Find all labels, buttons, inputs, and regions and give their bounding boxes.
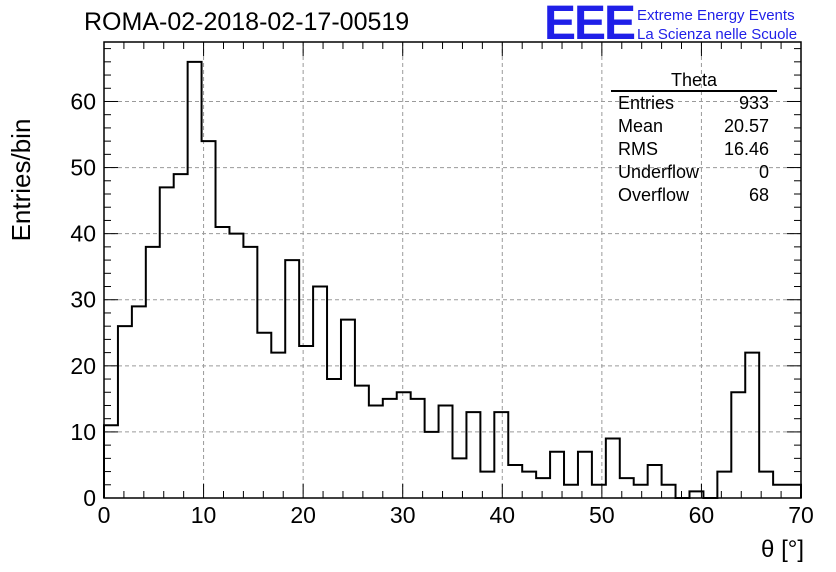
logo-line-1: Extreme Energy Events (637, 7, 795, 24)
stats-row-underflow: Underflow 0 (611, 161, 777, 184)
histogram-bin (773, 485, 787, 498)
run-title: ROMA-02-2018-02-17-00519 (84, 8, 410, 36)
stats-box: Theta Entries 933 Mean 20.57 RMS 16.46 U… (611, 70, 777, 207)
stats-value: 933 (738, 93, 769, 113)
y-tick-label: 0 (83, 485, 96, 511)
histogram-bin (397, 392, 411, 498)
stats-label: Overflow (618, 185, 690, 205)
stats-label: Underflow (618, 162, 700, 182)
histogram-bin (216, 227, 230, 498)
histogram-bin (188, 62, 202, 498)
histogram-bin (369, 405, 383, 498)
x-tick-label: 50 (589, 502, 615, 528)
histogram-bin (439, 405, 453, 498)
x-tick-label: 20 (290, 502, 316, 528)
stats-value: 16.46 (723, 139, 769, 159)
histogram-bin (564, 485, 578, 498)
plot-frame (103, 41, 802, 499)
histogram-bin (299, 346, 313, 498)
y-tick-label: 40 (70, 221, 96, 247)
histogram-bin (592, 485, 606, 498)
stats-value: 0 (758, 162, 769, 182)
x-tick-label: 10 (191, 502, 217, 528)
x-tick-label: 30 (390, 502, 416, 528)
logo-line-2: La Scienza nelle Scuole (637, 26, 798, 43)
stats-value: 68 (748, 185, 769, 205)
histogram-bin (104, 425, 118, 498)
tick-labels: 0 10 20 30 40 50 60 70 0 10 20 30 40 50 60 (70, 88, 813, 528)
stats-title: Theta (611, 70, 777, 92)
histogram-bin (132, 306, 146, 498)
histogram-bin (453, 458, 467, 498)
y-tick-label: 10 (70, 419, 96, 445)
histogram-bin (634, 485, 648, 498)
histogram-bin (425, 432, 439, 498)
y-tick-label: 30 (70, 287, 96, 313)
x-tick-label: 40 (489, 502, 515, 528)
y-axis-label: Entries/bin (6, 119, 36, 242)
stats-row-overflow: Overflow 68 (611, 184, 777, 207)
histogram-bin (411, 399, 425, 498)
histogram-bin (174, 174, 188, 498)
histogram-bin (146, 247, 160, 498)
histogram-bin (271, 353, 285, 498)
histogram-bin (466, 412, 480, 498)
stats-row-entries: Entries 933 (611, 92, 777, 115)
stats-label: RMS (618, 139, 658, 159)
logo-mark: EEE (544, 0, 636, 50)
histogram-bin (313, 287, 327, 498)
axis-ticks (103, 42, 802, 499)
stats-label: Mean (618, 116, 664, 136)
histogram-bin (787, 485, 801, 498)
histogram-bin (578, 452, 592, 498)
histogram-bin (494, 412, 508, 498)
histogram-bin (648, 465, 662, 498)
x-axis-label: θ [°] (761, 536, 804, 563)
histogram-bin (606, 439, 620, 498)
histogram-bin (522, 472, 536, 498)
histogram-bin (257, 333, 271, 498)
x-tick-label: 0 (98, 502, 111, 528)
histogram-bin (243, 247, 257, 498)
histogram-bin (717, 472, 731, 498)
histogram-bin (662, 485, 676, 498)
histogram-bin (508, 465, 522, 498)
histogram-bin (536, 478, 550, 498)
histogram-bin (327, 379, 341, 498)
plot-frame-rect (103, 41, 802, 499)
histogram-bin (731, 392, 745, 498)
y-tick-label: 50 (70, 155, 96, 181)
stats-row-mean: Mean 20.57 (611, 115, 777, 138)
y-tick-label: 20 (70, 353, 96, 379)
x-tick-label: 70 (788, 502, 814, 528)
y-tick-label: 60 (70, 88, 96, 114)
grid-lines (104, 42, 801, 498)
histogram-bin (383, 399, 397, 498)
stats-value: 20.57 (723, 116, 769, 136)
histogram-bin (355, 386, 369, 498)
histogram-bin (341, 320, 355, 498)
histogram-bin (745, 353, 759, 498)
histogram-bin (118, 326, 132, 498)
x-tick-label: 60 (689, 502, 715, 528)
histogram-bin (285, 260, 299, 498)
stats-row-rms: RMS 16.46 (611, 138, 777, 161)
stats-label: Entries (618, 93, 675, 113)
